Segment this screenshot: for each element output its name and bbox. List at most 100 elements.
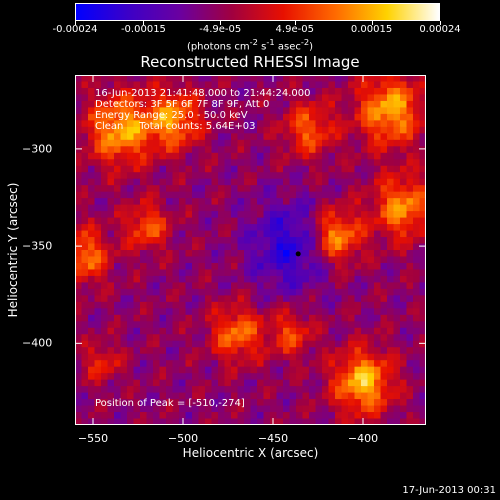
heatmap-cell <box>289 224 297 232</box>
heatmap-cell <box>159 133 167 141</box>
heatmap-cell <box>172 353 180 361</box>
heatmap-cell <box>387 152 395 160</box>
heatmap-cell <box>166 301 174 309</box>
heatmap-cell <box>302 288 310 296</box>
heatmap-cell <box>218 288 226 296</box>
heatmap-cell <box>75 288 83 296</box>
heatmap-cell <box>374 399 382 407</box>
heatmap-cell <box>75 224 83 232</box>
heatmap-cell <box>185 399 193 407</box>
heatmap-cell <box>81 282 89 290</box>
heatmap-cell <box>354 262 362 271</box>
heatmap-cell <box>218 100 226 109</box>
heatmap-cell <box>159 146 167 154</box>
heatmap-cell <box>322 230 330 238</box>
heatmap-cell <box>322 392 330 400</box>
heatmap-cell <box>114 133 122 141</box>
heatmap-cell <box>367 87 375 96</box>
heatmap-cell <box>250 282 258 290</box>
heatmap-cell <box>289 262 297 271</box>
heatmap-cell <box>367 295 375 303</box>
heatmap-cell <box>315 262 323 271</box>
heatmap-cell <box>218 191 226 199</box>
heatmap-cell <box>361 113 369 121</box>
heatmap-cell <box>172 295 180 303</box>
heatmap-cell <box>309 172 317 180</box>
heatmap-cell <box>140 392 148 400</box>
heatmap-cell <box>101 321 109 329</box>
heatmap-cell <box>127 412 135 420</box>
heatmap-cell <box>309 185 317 193</box>
heatmap-cell <box>367 340 375 348</box>
heatmap-cell <box>114 107 122 115</box>
heatmap-cell <box>94 256 102 264</box>
heatmap-cell <box>114 340 122 348</box>
heatmap-cell <box>322 379 330 387</box>
heatmap-cell <box>146 327 154 335</box>
heatmap-cell <box>276 113 284 121</box>
heatmap-cell <box>237 120 245 128</box>
heatmap-cell <box>270 412 278 420</box>
heatmap-cell <box>413 269 421 277</box>
heatmap-cell <box>198 120 206 128</box>
heatmap-cell <box>419 334 426 342</box>
heatmap-cell <box>289 133 297 141</box>
heatmap-cell <box>393 314 401 322</box>
heatmap-cell <box>387 146 395 154</box>
heatmap-cell <box>205 146 213 154</box>
heatmap-cell <box>224 230 232 238</box>
heatmap-cell <box>250 191 258 199</box>
heatmap-cell <box>400 269 408 277</box>
heatmap-cell <box>159 392 167 400</box>
heatmap-cell <box>133 405 141 413</box>
heatmap-cell <box>88 100 96 109</box>
heatmap-cell <box>146 418 154 425</box>
heatmap-cell <box>120 392 128 400</box>
heatmap-cell <box>218 399 226 407</box>
heatmap-cell <box>88 334 96 342</box>
heatmap-cell <box>315 81 323 89</box>
heatmap-cell <box>224 204 232 212</box>
heatmap-cell <box>341 269 349 277</box>
heatmap-cell <box>153 126 161 134</box>
heatmap-cell <box>276 204 284 212</box>
heatmap-cell <box>75 230 83 238</box>
heatmap-cell <box>276 237 284 245</box>
heatmap-cell <box>192 217 200 225</box>
heatmap-cell <box>166 295 174 303</box>
heatmap-cell <box>419 347 426 355</box>
heatmap-cell <box>159 288 167 296</box>
heatmap-cell <box>419 262 426 271</box>
heatmap-cell <box>218 211 226 219</box>
heatmap-cell <box>166 250 174 258</box>
heatmap-cell <box>166 204 174 212</box>
heatmap-cell <box>146 100 154 109</box>
heatmap-cell <box>107 191 115 199</box>
heatmap-cell <box>263 191 271 199</box>
heatmap-cell <box>374 295 382 303</box>
heatmap-cell <box>341 165 349 173</box>
heatmap-cell <box>309 288 317 296</box>
heatmap-cell <box>322 152 330 160</box>
heatmap-cell <box>270 340 278 348</box>
heatmap-cell <box>276 107 284 115</box>
heatmap-cell <box>289 360 297 368</box>
heatmap-cell <box>393 353 401 361</box>
heatmap-cell <box>263 399 271 407</box>
heatmap-cell <box>192 373 200 381</box>
heatmap-cell <box>276 301 284 309</box>
heatmap-cell <box>185 418 193 425</box>
heatmap-cell <box>172 120 180 128</box>
heatmap-cell <box>127 165 135 173</box>
heatmap-cell <box>153 165 161 173</box>
heatmap-cell <box>224 217 232 225</box>
heatmap-cell <box>309 314 317 322</box>
heatmap-cell <box>250 107 258 115</box>
heatmap-cell <box>211 178 219 186</box>
heatmap-cell <box>380 113 388 121</box>
heatmap-cell <box>328 75 336 83</box>
heatmap-cell <box>263 159 271 167</box>
heatmap-cell <box>263 360 271 368</box>
heatmap-cell <box>75 146 83 154</box>
heatmap-cell <box>244 321 252 329</box>
